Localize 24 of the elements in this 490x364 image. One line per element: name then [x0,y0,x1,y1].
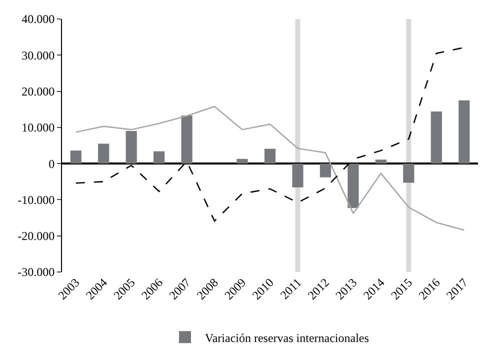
y-tick-label: 20.000 [22,84,55,98]
y-tick-label: -10.000 [18,192,55,207]
bar [126,131,137,164]
y-tick-label: 40.000 [22,12,55,26]
bar [264,148,276,164]
bar [181,116,192,164]
y-tick-label: 10.000 [22,120,55,135]
bar [348,164,359,208]
line-series [75,106,465,231]
bar [292,164,304,188]
bar [403,164,414,183]
y-tick-label: 0 [48,156,55,171]
bar [70,150,82,164]
bar [430,112,442,164]
bar [154,151,165,164]
bar [236,158,248,164]
y-tick-label: 30.000 [22,48,55,62]
bar [375,160,386,164]
bar [458,100,470,164]
y-tick-label: -30.000 [18,265,55,280]
legend-label: Variación reservas internacionales [205,330,370,345]
bar [320,164,332,178]
y-tick-label: -20.000 [18,229,55,244]
bar [98,144,110,164]
